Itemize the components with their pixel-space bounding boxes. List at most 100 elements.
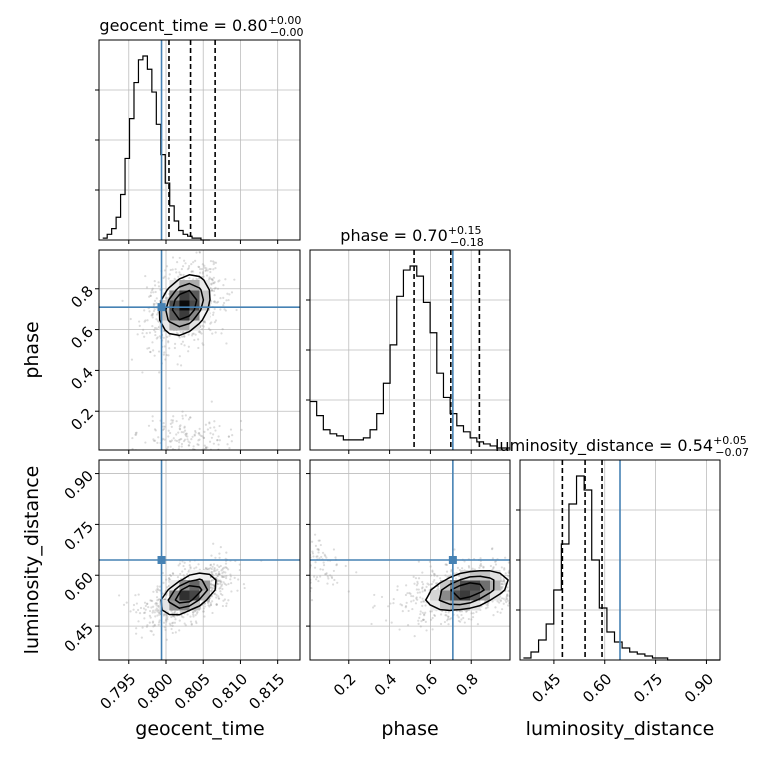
sample-point: [213, 287, 216, 290]
sample-point: [392, 602, 395, 605]
sample-point: [450, 570, 453, 573]
sample-point: [167, 429, 170, 432]
sample-point: [179, 572, 182, 576]
x-tick-label: 0.815: [245, 670, 288, 713]
sample-point: [222, 567, 225, 570]
sample-point: [225, 566, 228, 570]
sample-point: [333, 578, 336, 582]
sample-point: [209, 267, 212, 271]
sample-point: [200, 332, 203, 335]
density-cell: [460, 570, 471, 581]
sample-point: [214, 267, 217, 270]
sample-point: [321, 568, 325, 571]
sample-point: [214, 286, 217, 289]
density-cell: [169, 300, 180, 311]
density-cell: [199, 300, 211, 311]
sample-point: [211, 279, 214, 282]
sample-point: [211, 587, 215, 590]
sample-point: [512, 556, 514, 558]
density-cell: [189, 290, 200, 301]
sample-point: [516, 573, 518, 575]
sample-point: [217, 597, 220, 600]
sample-point: [148, 609, 152, 613]
sample-point: [193, 433, 196, 436]
sample-point: [174, 618, 177, 621]
sample-point: [170, 615, 173, 619]
sample-point: [131, 455, 133, 457]
sample-point: [141, 371, 144, 374]
sample-point: [168, 334, 171, 337]
density-cell: [199, 570, 211, 581]
sample-point: [504, 599, 507, 602]
sample-point: [479, 564, 482, 567]
sample-point: [203, 602, 206, 605]
sample-point: [195, 277, 198, 281]
sample-point: [192, 615, 195, 618]
sample-point: [157, 311, 160, 314]
sample-point: [429, 610, 432, 613]
sample-point: [153, 284, 157, 287]
sample-point: [304, 597, 306, 599]
sample-point: [210, 571, 213, 574]
sample-point: [147, 605, 150, 609]
sample-point: [135, 627, 138, 630]
sample-point: [410, 600, 413, 603]
sample-point: [181, 560, 184, 563]
sample-point: [187, 444, 191, 447]
sample-point: [210, 283, 213, 286]
sample-point: [152, 349, 155, 352]
sample-point: [198, 250, 201, 254]
sample-point: [207, 567, 211, 570]
sample-point: [405, 601, 408, 604]
sample-point: [399, 603, 402, 606]
sample-point: [513, 594, 515, 596]
sample-point: [300, 583, 302, 585]
sample-point: [214, 261, 218, 264]
sample-point: [223, 598, 227, 601]
sample-point: [212, 263, 215, 266]
sample-point: [507, 604, 510, 607]
sample-point: [165, 578, 168, 581]
sample-point: [183, 344, 186, 347]
sample-point: [212, 570, 216, 573]
sample-point: [491, 547, 494, 550]
sample-point: [317, 551, 320, 554]
sample-point: [144, 274, 147, 278]
sample-point: [191, 435, 194, 438]
x-tick-label: 0.4: [371, 670, 401, 700]
sample-point: [498, 601, 501, 604]
sample-point: [162, 425, 165, 428]
sample-point: [156, 602, 159, 605]
sample-point: [200, 434, 203, 437]
x-axis-label: luminosity_distance: [526, 718, 715, 740]
histogram-panel-phase: phase = 0.70+0.15 −0.18: [306, 224, 511, 454]
y-tick-label: 0.8: [67, 282, 97, 312]
sample-point: [222, 284, 225, 287]
sample-point: [144, 608, 147, 611]
sample-point: [207, 604, 210, 607]
density-cell: [199, 590, 211, 601]
sample-point: [190, 623, 193, 626]
sample-point: [318, 557, 321, 560]
sample-point: [415, 596, 418, 599]
sample-point: [134, 433, 138, 436]
sample-point: [125, 601, 128, 604]
sample-point: [423, 613, 426, 616]
density-cell: [169, 290, 180, 301]
sample-point: [169, 624, 172, 627]
sample-point: [222, 570, 225, 573]
sample-point: [166, 615, 169, 619]
sample-point: [303, 579, 305, 581]
sample-point: [222, 453, 224, 455]
sample-point: [134, 433, 137, 436]
sample-point: [163, 351, 166, 354]
x-tick-label: 0.805: [171, 670, 214, 713]
sample-point: [152, 291, 155, 294]
density-cell: [460, 590, 471, 601]
sample-point: [223, 575, 226, 578]
sample-point: [169, 440, 172, 443]
sample-point: [122, 603, 126, 606]
sample-point: [182, 330, 185, 334]
sample-point: [201, 342, 204, 345]
sample-point: [180, 267, 183, 271]
